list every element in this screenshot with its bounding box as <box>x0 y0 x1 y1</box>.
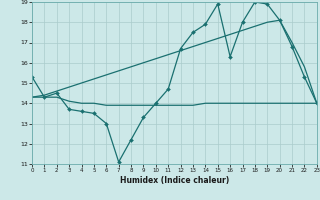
X-axis label: Humidex (Indice chaleur): Humidex (Indice chaleur) <box>120 176 229 185</box>
